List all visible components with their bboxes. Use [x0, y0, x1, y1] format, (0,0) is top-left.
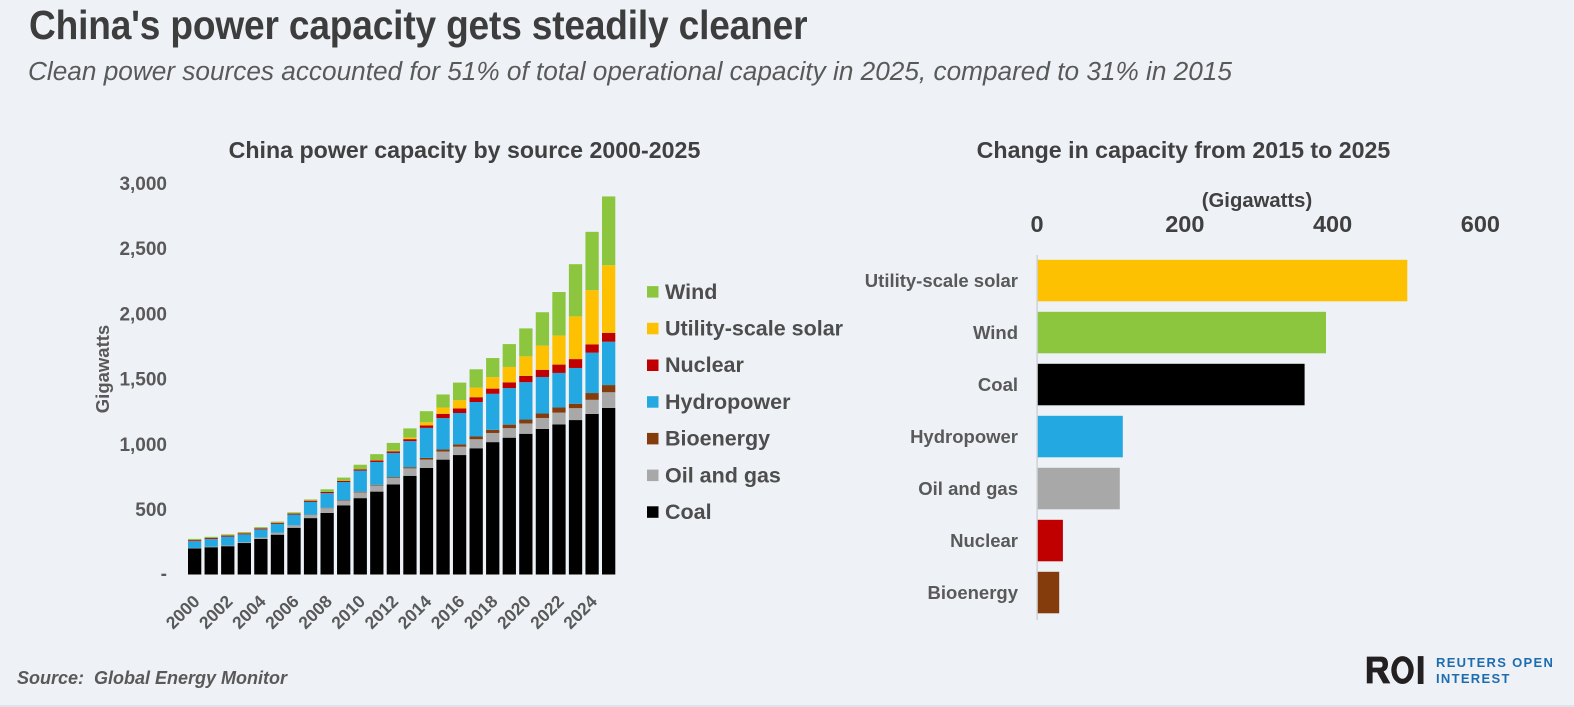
- svg-text:Coal: Coal: [978, 374, 1018, 395]
- svg-text:REUTERS OPEN: REUTERS OPEN: [1436, 655, 1554, 670]
- svg-text:2014: 2014: [394, 591, 436, 633]
- svg-text:2008: 2008: [294, 591, 336, 633]
- svg-text:2018: 2018: [460, 591, 502, 633]
- svg-text:1,500: 1,500: [119, 370, 167, 391]
- svg-text:Hydropower: Hydropower: [665, 390, 791, 414]
- svg-text:2006: 2006: [261, 591, 303, 633]
- svg-text:Nuclear: Nuclear: [950, 530, 1018, 551]
- svg-text:2010: 2010: [327, 591, 369, 633]
- svg-text:2004: 2004: [228, 591, 270, 633]
- svg-text:2000: 2000: [162, 591, 204, 633]
- svg-text:0: 0: [1030, 211, 1043, 237]
- svg-text:200: 200: [1165, 211, 1204, 237]
- svg-text:500: 500: [135, 500, 167, 521]
- svg-text:2022: 2022: [526, 591, 568, 633]
- svg-text:-: -: [161, 564, 167, 585]
- svg-text:Wind: Wind: [973, 322, 1018, 343]
- svg-text:Hydropower: Hydropower: [910, 426, 1018, 447]
- svg-text:2020: 2020: [493, 591, 535, 633]
- svg-text:Bioenergy: Bioenergy: [665, 427, 770, 451]
- svg-text:Oil and gas: Oil and gas: [665, 463, 781, 487]
- svg-text:600: 600: [1461, 211, 1500, 237]
- svg-text:Change in capacity from 2015 t: Change in capacity from 2015 to 2025: [977, 137, 1391, 163]
- svg-text:2,000: 2,000: [119, 304, 167, 325]
- svg-text:2024: 2024: [559, 591, 601, 633]
- svg-text:Coal: Coal: [665, 500, 712, 524]
- svg-text:Bioenergy: Bioenergy: [928, 582, 1019, 603]
- svg-text:2,500: 2,500: [119, 239, 167, 260]
- svg-text:2012: 2012: [361, 591, 403, 633]
- svg-text:China power capacity by source: China power capacity by source 2000-2025: [229, 137, 701, 163]
- svg-text:3,000: 3,000: [119, 174, 167, 195]
- svg-text:Wind: Wind: [665, 280, 717, 304]
- svg-text:400: 400: [1313, 211, 1352, 237]
- svg-text:1,000: 1,000: [119, 435, 167, 456]
- svg-text:2002: 2002: [195, 591, 237, 633]
- svg-text:Utility-scale solar: Utility-scale solar: [865, 270, 1018, 291]
- svg-text:2016: 2016: [427, 591, 469, 633]
- svg-text:Gigawatts: Gigawatts: [92, 325, 113, 413]
- svg-text:(Gigawatts): (Gigawatts): [1202, 190, 1312, 212]
- svg-text:Oil and gas: Oil and gas: [918, 478, 1018, 499]
- svg-text:INTEREST: INTEREST: [1436, 671, 1511, 686]
- svg-text:Nuclear: Nuclear: [665, 353, 745, 377]
- svg-text:Utility-scale solar: Utility-scale solar: [665, 317, 844, 341]
